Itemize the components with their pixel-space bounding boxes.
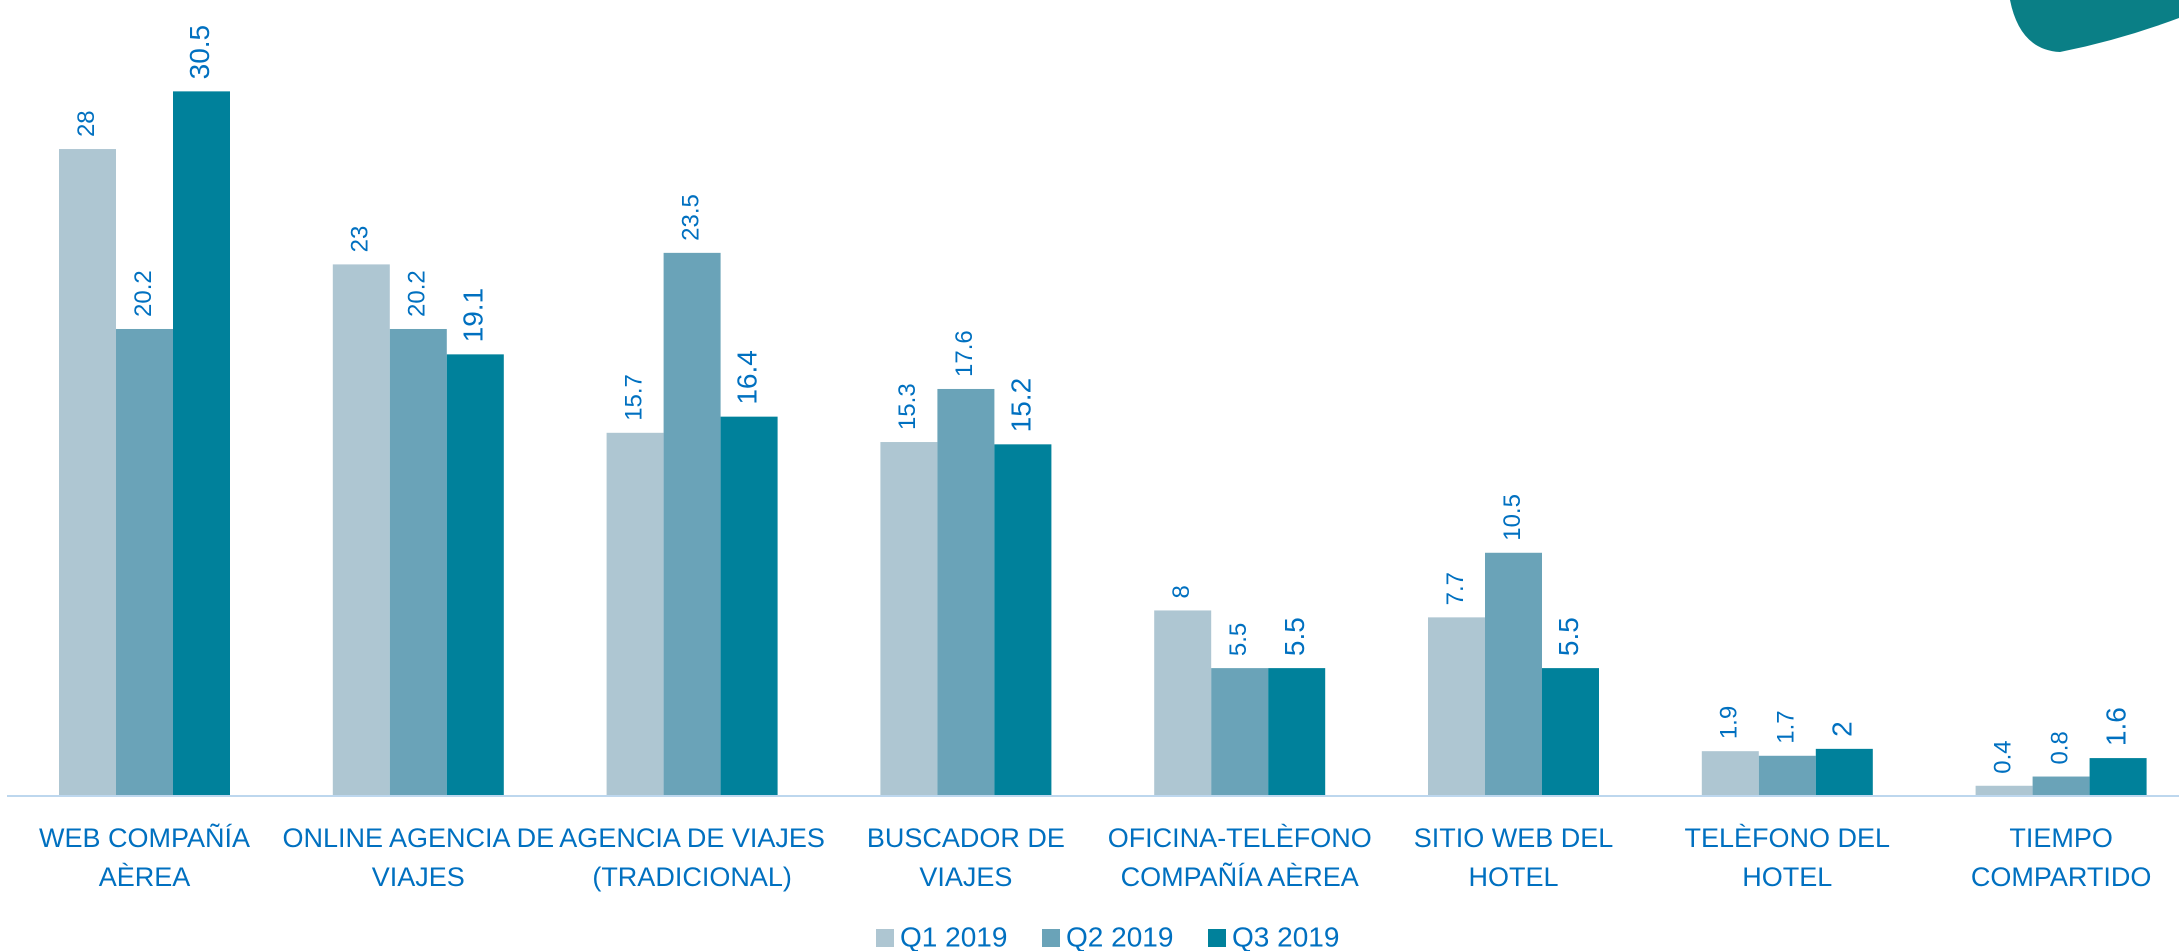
x-tick-label: VIAJES [372,862,465,892]
bar [1759,756,1816,795]
x-tick-label: (TRADICIONAL) [592,862,792,892]
bar [664,253,721,795]
value-label: 0.8 [2046,731,2073,764]
x-tick-label: COMPAÑÍA AÈREA [1121,861,1359,892]
x-tick-label: WEB COMPAÑÍA [39,822,250,853]
bar [1154,610,1211,795]
bar [1702,751,1759,795]
bar [1268,668,1325,795]
bar [607,433,664,795]
x-tick-label: VIAJES [919,862,1012,892]
value-label: 0.4 [1989,740,2016,773]
bar [173,91,230,795]
value-label: 15.3 [894,383,921,430]
bar [994,444,1051,795]
value-label: 1.9 [1716,706,1743,739]
legend-label: Q3 2019 [1232,921,1339,951]
value-label: 23.5 [677,194,704,241]
x-tick-label: HOTEL [1468,862,1558,892]
x-tick-label: OFICINA-TELÈFONO [1108,823,1372,853]
legend-swatch [1042,929,1060,947]
x-tick-label: AGENCIA DE VIAJES [559,823,825,853]
bar [1816,749,1873,795]
value-label: 17.6 [951,330,978,377]
value-label: 20.2 [130,270,157,317]
value-label: 1.6 [2100,707,2131,746]
bar [116,329,173,795]
bar [333,264,390,795]
x-tick-label: ONLINE AGENCIA DE [283,823,555,853]
value-label: 2 [1827,721,1858,737]
x-tick-label: SITIO WEB DEL [1414,823,1614,853]
bar [2033,777,2090,795]
page: {"chart_data": {"type": "bar", "categori… [0,0,2179,951]
value-label: 30.5 [184,25,215,80]
bar [390,329,447,795]
value-label: 19.1 [458,288,489,343]
chart: WEB COMPAÑÍAAÈREA2820.230.5ONLINE AGENCI… [0,0,2179,951]
legend-swatch [1208,929,1226,947]
bar [1428,617,1485,795]
value-label: 5.5 [1225,623,1252,656]
x-tick-label: TIEMPO [2009,823,2113,853]
bar [1542,668,1599,795]
legend-label: Q1 2019 [900,921,1007,951]
bar [1976,786,2033,795]
value-label: 15.7 [620,374,647,421]
value-label: 16.4 [731,350,762,405]
x-tick-label: COMPARTIDO [1971,862,2152,892]
x-tick-label: TELÈFONO DEL [1685,823,1891,853]
value-label: 8 [1168,585,1195,598]
bar [880,442,937,795]
value-label: 5.5 [1553,617,1584,656]
legend-label: Q2 2019 [1066,921,1173,951]
x-tick-label: AÈREA [99,862,191,892]
value-label: 23 [347,226,374,253]
bar [1211,668,1268,795]
decoration [2010,0,2179,52]
bar [447,354,504,795]
value-label: 1.7 [1773,710,1800,743]
bar [721,417,778,795]
value-label: 5.5 [1279,617,1310,656]
x-tick-label: HOTEL [1742,862,1832,892]
value-label: 15.2 [1005,378,1036,433]
value-label: 28 [73,110,100,137]
bar [1485,553,1542,795]
bar [59,149,116,795]
value-label: 10.5 [1499,494,1526,541]
x-tick-label: BUSCADOR DE [867,823,1065,853]
bar [2090,758,2147,795]
value-label: 20.2 [404,270,431,317]
legend-swatch [876,929,894,947]
bar [937,389,994,795]
value-label: 7.7 [1442,572,1469,605]
